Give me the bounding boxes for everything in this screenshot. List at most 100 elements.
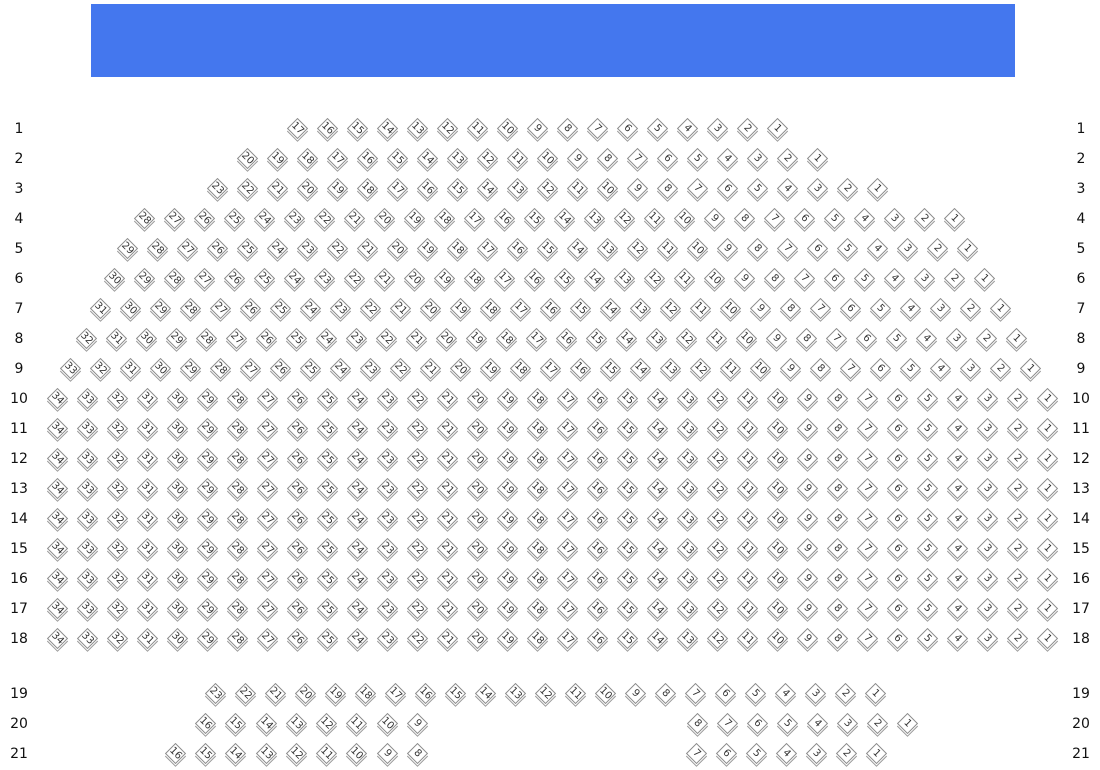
seat-row13-19[interactable]: 19 [496,477,519,500]
seat-row14-4[interactable]: 4 [946,507,969,530]
seat-row7-18[interactable]: 18 [479,297,502,320]
seat-row16-25[interactable]: 25 [316,567,339,590]
seat-row1-14[interactable]: 14 [376,117,399,140]
seat-row6-28[interactable]: 28 [163,267,186,290]
seat-row8-4[interactable]: 4 [915,327,938,350]
seat-row9-28[interactable]: 28 [209,357,232,380]
seat-row10-6[interactable]: 6 [886,387,909,410]
seat-row5-17[interactable]: 17 [476,237,499,260]
seat-row19-13[interactable]: 13 [504,682,527,705]
seat-row2-16[interactable]: 16 [356,147,379,170]
seat-row6-22[interactable]: 22 [343,267,366,290]
seat-row5-19[interactable]: 19 [416,237,439,260]
seat-row12-30[interactable]: 30 [166,447,189,470]
seat-row11-3[interactable]: 3 [976,417,999,440]
seat-row8-1[interactable]: 1 [1005,327,1028,350]
seat-row7-16[interactable]: 16 [539,297,562,320]
seat-row12-10[interactable]: 10 [766,447,789,470]
seat-row11-7[interactable]: 7 [856,417,879,440]
seat-row17-16[interactable]: 16 [586,597,609,620]
seat-row13-33[interactable]: 33 [76,477,99,500]
seat-row18-8[interactable]: 8 [826,627,849,650]
seat-row16-1[interactable]: 1 [1036,567,1059,590]
seat-row10-34[interactable]: 34 [46,387,69,410]
seat-row9-14[interactable]: 14 [629,357,652,380]
seat-row14-12[interactable]: 12 [706,507,729,530]
seat-row18-22[interactable]: 22 [406,627,429,650]
seat-row18-13[interactable]: 13 [676,627,699,650]
seat-row16-5[interactable]: 5 [916,567,939,590]
seat-row12-16[interactable]: 16 [586,447,609,470]
seat-row19-20[interactable]: 20 [294,682,317,705]
seat-row8-2[interactable]: 2 [975,327,998,350]
seat-row1-3[interactable]: 3 [706,117,729,140]
seat-row7-19[interactable]: 19 [449,297,472,320]
seat-row3-13[interactable]: 13 [506,177,529,200]
seat-row15-7[interactable]: 7 [856,537,879,560]
seat-row14-20[interactable]: 20 [466,507,489,530]
seat-row17-23[interactable]: 23 [376,597,399,620]
seat-row14-9[interactable]: 9 [796,507,819,530]
seat-row16-2[interactable]: 2 [1006,567,1029,590]
seat-row9-25[interactable]: 25 [299,357,322,380]
seat-row4-22[interactable]: 22 [313,207,336,230]
seat-row7-20[interactable]: 20 [419,297,442,320]
seat-row2-6[interactable]: 6 [656,147,679,170]
seat-row12-15[interactable]: 15 [616,447,639,470]
seat-row8-19[interactable]: 19 [465,327,488,350]
seat-row6-25[interactable]: 25 [253,267,276,290]
seat-row6-18[interactable]: 18 [463,267,486,290]
seat-row14-16[interactable]: 16 [586,507,609,530]
seat-row6-26[interactable]: 26 [223,267,246,290]
seat-row16-10[interactable]: 10 [766,567,789,590]
seat-row15-12[interactable]: 12 [706,537,729,560]
seat-row16-7[interactable]: 7 [856,567,879,590]
seat-row13-28[interactable]: 28 [226,477,249,500]
seat-row21-6[interactable]: 6 [715,742,738,765]
seat-row21-12[interactable]: 12 [285,742,307,765]
seat-row5-3[interactable]: 3 [896,237,919,260]
seat-row3-9[interactable]: 9 [626,177,649,200]
seat-row18-23[interactable]: 23 [376,627,399,650]
seat-row7-21[interactable]: 21 [389,297,412,320]
seat-row3-4[interactable]: 4 [776,177,799,200]
seat-row8-14[interactable]: 14 [615,327,638,350]
seat-row18-11[interactable]: 11 [736,627,759,650]
seat-row5-18[interactable]: 18 [446,237,469,260]
seat-row13-34[interactable]: 34 [46,477,69,500]
seat-row9-5[interactable]: 5 [899,357,922,380]
seat-row13-30[interactable]: 30 [166,477,189,500]
seat-row12-26[interactable]: 26 [286,447,309,470]
seat-row3-14[interactable]: 14 [476,177,499,200]
seat-row5-6[interactable]: 6 [806,237,829,260]
seat-row3-19[interactable]: 19 [326,177,349,200]
seat-row18-5[interactable]: 5 [916,627,939,650]
seat-row11-34[interactable]: 34 [46,417,69,440]
seat-row13-10[interactable]: 10 [766,477,789,500]
seat-row4-20[interactable]: 20 [373,207,396,230]
seat-row17-4[interactable]: 4 [946,597,969,620]
seat-row13-16[interactable]: 16 [586,477,609,500]
seat-row3-6[interactable]: 6 [716,177,739,200]
seat-row15-23[interactable]: 23 [376,537,399,560]
seat-row11-12[interactable]: 12 [706,417,729,440]
seat-row12-25[interactable]: 25 [316,447,339,470]
seat-row16-8[interactable]: 8 [826,567,849,590]
seat-row10-29[interactable]: 29 [196,387,219,410]
seat-row8-20[interactable]: 20 [435,327,458,350]
seat-row15-14[interactable]: 14 [646,537,669,560]
seat-row15-21[interactable]: 21 [436,537,459,560]
seat-row10-13[interactable]: 13 [676,387,699,410]
seat-row1-5[interactable]: 5 [646,117,669,140]
seat-row19-11[interactable]: 11 [564,682,587,705]
seat-row18-10[interactable]: 10 [766,627,789,650]
seat-row7-4[interactable]: 4 [899,297,922,320]
seat-row9-3[interactable]: 3 [959,357,982,380]
seat-row14-22[interactable]: 22 [406,507,429,530]
seat-row13-2[interactable]: 2 [1006,477,1029,500]
seat-row2-4[interactable]: 4 [716,147,739,170]
seat-row13-4[interactable]: 4 [946,477,969,500]
seat-row10-27[interactable]: 27 [256,387,279,410]
seat-row17-28[interactable]: 28 [226,597,249,620]
seat-row7-10[interactable]: 10 [719,297,742,320]
